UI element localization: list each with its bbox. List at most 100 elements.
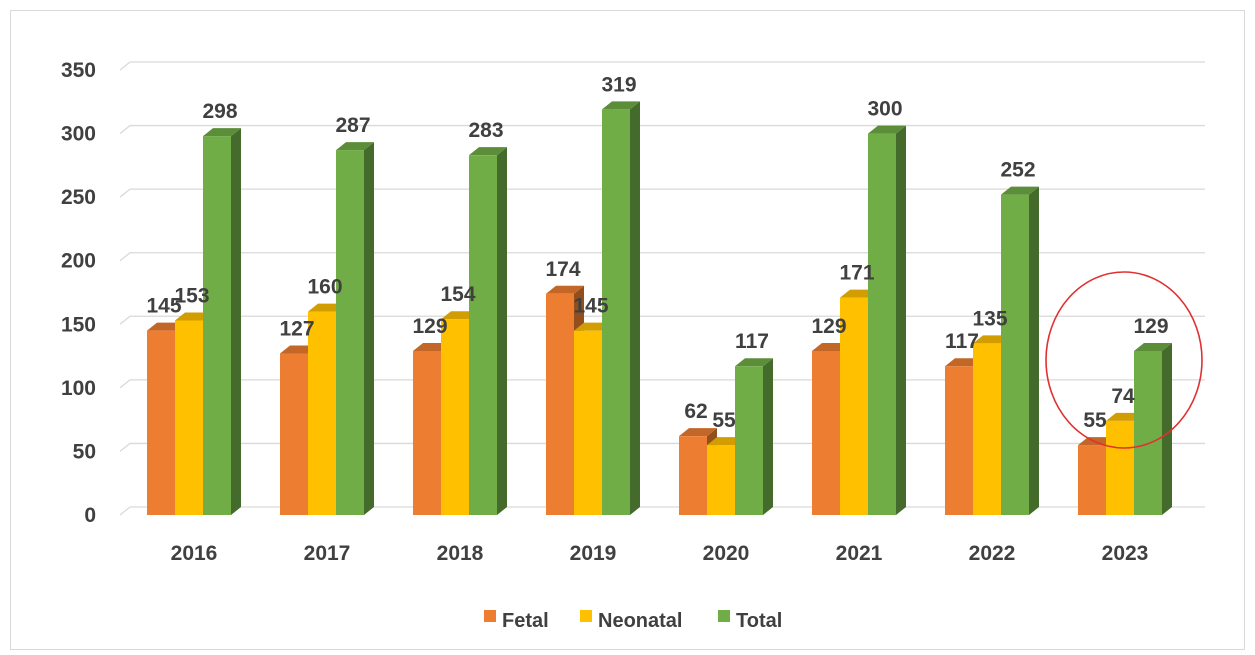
bar-front [280,353,308,515]
bar-side [364,142,374,515]
x-axis-ticks: 2016 2017 2018 2019 2020 2021 2022 2023 [171,542,1149,565]
gridline-edge [119,506,131,516]
bar-side [896,125,906,516]
bar-total-2021 [868,125,906,516]
bar-front [574,330,602,515]
legend-item-neonatal: Neonatal [580,610,682,632]
bar-front [336,150,364,515]
bar-top [1134,342,1172,351]
bar-front [707,445,735,515]
x-tick-label: 2016 [171,542,218,565]
gridline-edge [119,379,131,389]
data-label: 319 [601,73,636,96]
x-tick-label: 2023 [1102,542,1149,565]
legend-label: Fetal [502,610,549,632]
y-tick-label: 150 [61,313,96,336]
bar-top [735,358,773,367]
x-tick-label: 2018 [437,542,484,565]
data-label: 135 [972,307,1007,330]
gridline-edge [119,125,131,135]
bar-total-2022 [1001,186,1039,515]
gridline-edge [119,61,131,71]
bar-side [231,128,241,515]
bar-front [602,109,630,516]
data-label: 153 [174,284,209,307]
bar-front [308,311,336,515]
x-tick-label: 2021 [836,542,883,565]
bar-front [147,330,175,515]
bar-front [1106,420,1134,515]
data-label: 252 [1000,159,1035,182]
gridline-edge [119,442,131,452]
bar-side [763,358,773,515]
y-tick-label: 300 [61,123,96,146]
gridline-edge [119,315,131,325]
data-label: 283 [468,119,503,142]
bar-side [497,147,507,515]
bar-total-2019 [602,101,640,516]
x-tick-label: 2019 [570,542,617,565]
legend-item-fetal: Fetal [484,610,549,632]
data-label: 117 [735,330,769,353]
bar-front [546,293,574,515]
y-tick-label: 50 [73,440,96,463]
highlight-circle [1045,271,1203,449]
data-label: 129 [1133,315,1168,338]
data-label: 74 [1111,385,1135,408]
data-label: 300 [867,98,902,121]
bar-front [679,436,707,515]
bar-total-2017 [336,142,374,515]
bar-total-2016 [203,128,241,515]
bar-side [1162,342,1172,515]
bar-top [602,101,640,110]
data-label: 287 [335,114,370,137]
bar-front [973,343,1001,515]
x-tick-label: 2020 [703,542,750,565]
bar-top [336,142,374,151]
y-axis-ticks: 0 50 100 150 200 250 300 350 [61,59,96,527]
bar-side [630,101,640,516]
bar-front [945,366,973,515]
bar-top [469,147,507,156]
x-tick-label: 2022 [969,542,1016,565]
data-label: 55 [712,409,736,432]
bar-front [812,350,840,515]
legend: Fetal Neonatal Total [484,610,782,632]
bar-top [546,285,584,294]
data-label: 298 [202,100,237,123]
y-tick-label: 200 [61,250,96,273]
data-label: 129 [811,315,846,338]
data-label: 117 [945,330,979,353]
data-label: 127 [279,318,314,341]
legend-label: Total [736,610,782,632]
legend-label: Neonatal [598,610,682,632]
bars [147,101,1172,516]
bar-top [203,128,241,137]
data-label: 55 [1083,409,1107,432]
y-tick-label: 350 [61,59,96,82]
legend-item-total: Total [718,610,782,632]
legend-swatch [718,610,730,622]
bar-front [203,136,231,515]
gridline-edge [119,252,131,262]
x-tick-label: 2017 [304,542,351,565]
bar-total-2023 [1134,342,1172,515]
bar-front [735,366,763,515]
data-label: 145 [573,295,608,318]
y-tick-label: 100 [61,377,96,400]
bar-front [1001,194,1029,515]
data-label: 62 [684,400,707,423]
data-label: 174 [545,258,580,281]
legend-swatch [580,610,592,622]
data-label: 154 [440,283,475,306]
bar-front [1134,350,1162,515]
data-label: 129 [412,315,447,338]
bar-front [175,320,203,515]
bar-total-2018 [469,147,507,515]
bar-total-2020 [735,358,773,515]
data-label: 145 [146,295,181,318]
y-tick-label: 250 [61,186,96,209]
bar-top [679,428,717,437]
bar-front [868,133,896,516]
bar-top [1001,186,1039,195]
